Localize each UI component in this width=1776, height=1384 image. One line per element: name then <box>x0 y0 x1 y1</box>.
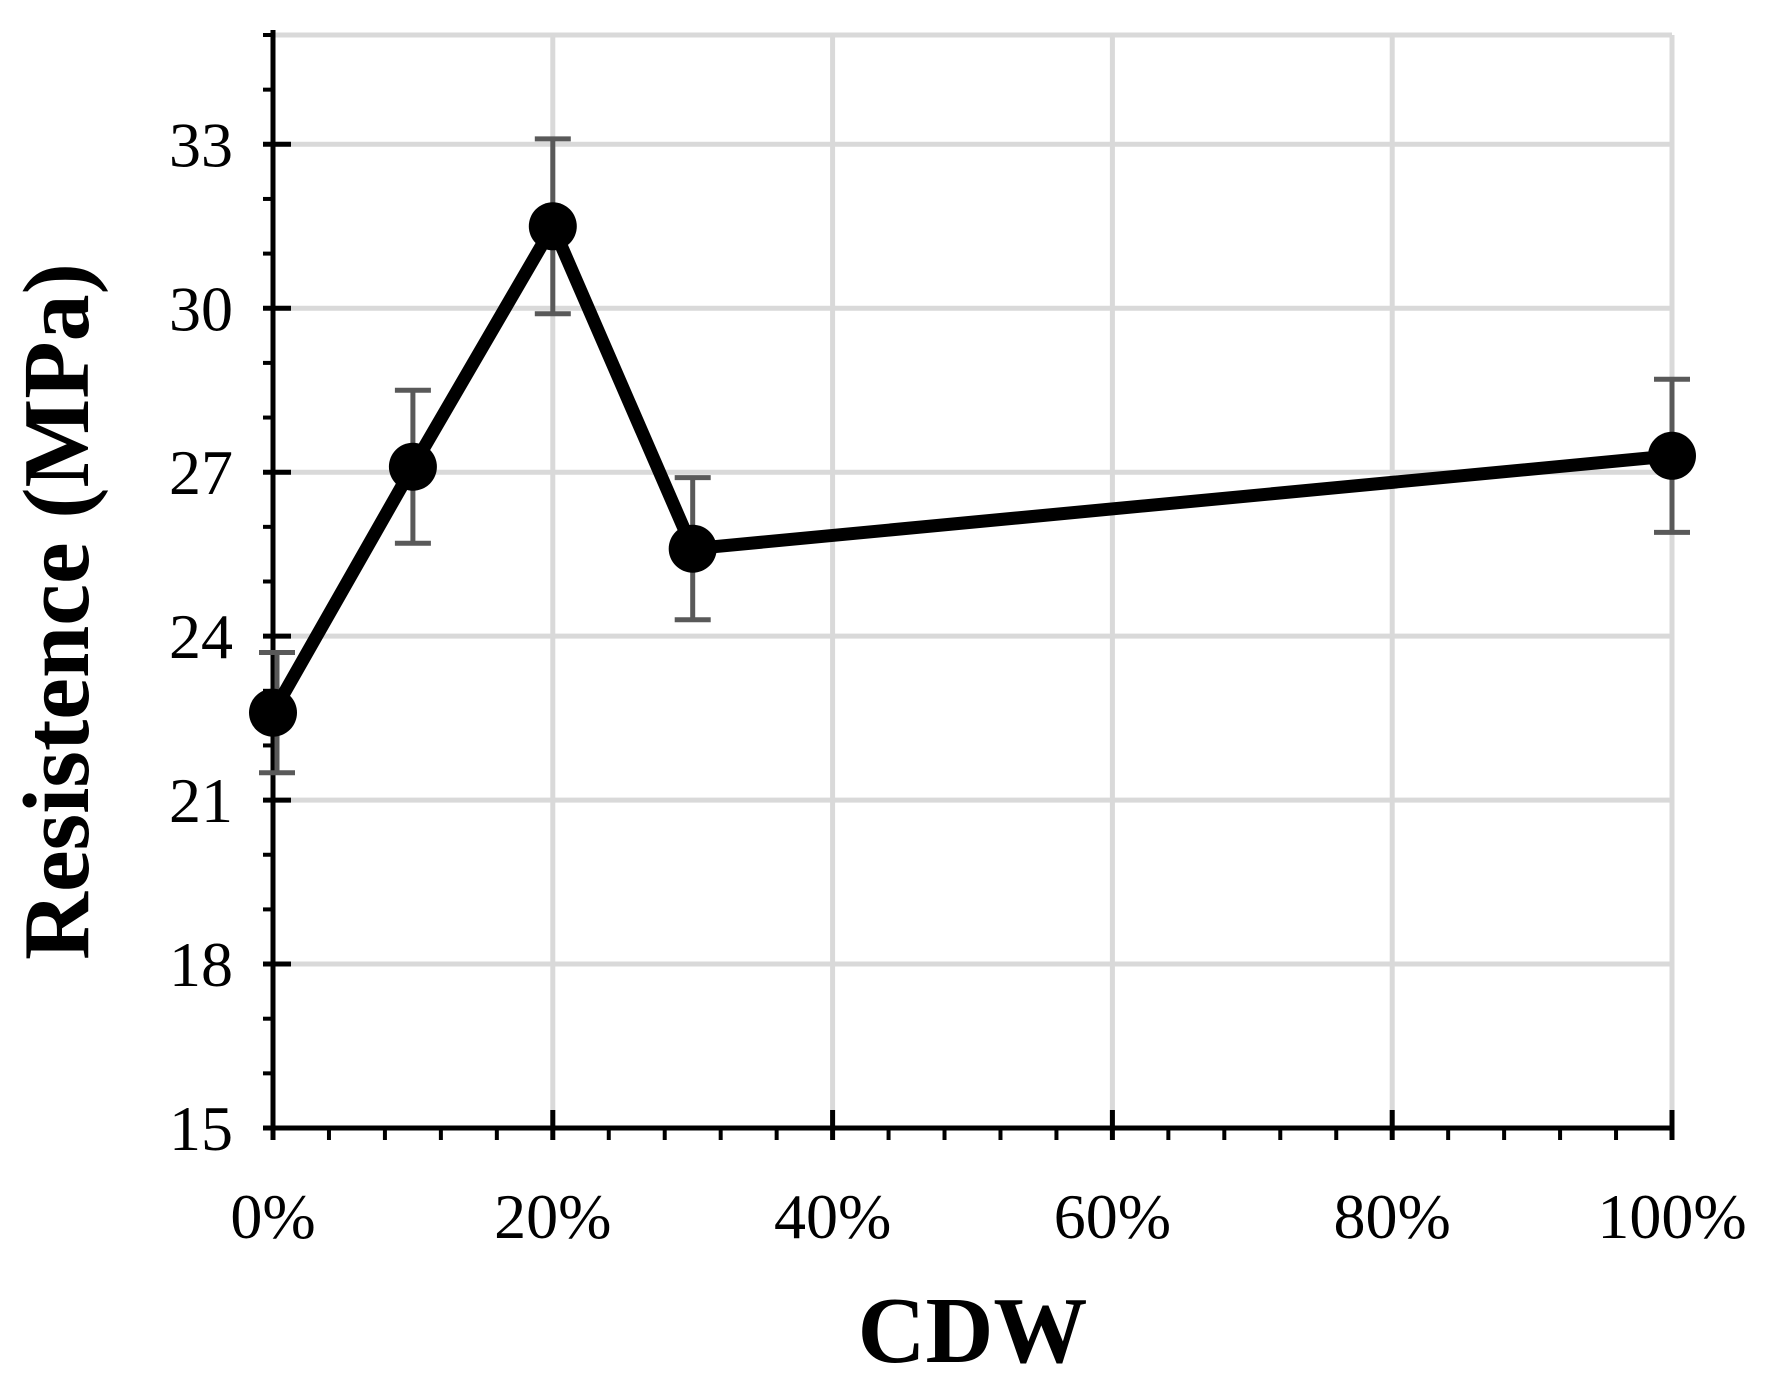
x-tick-label-0: 0% <box>230 1181 315 1252</box>
y-tick-label-6: 33 <box>169 109 233 180</box>
axes <box>263 30 1675 1140</box>
y-tick-label-0: 15 <box>169 1093 233 1164</box>
x-tick-label-1: 20% <box>494 1181 611 1252</box>
x-tick-label-3: 60% <box>1054 1181 1171 1252</box>
y-tick-label-3: 24 <box>169 601 233 672</box>
data-point-0 <box>249 688 297 737</box>
x-tick-label-4: 80% <box>1334 1181 1451 1252</box>
y-tick-label-2: 21 <box>169 765 233 836</box>
x-tick-label-2: 40% <box>774 1181 891 1252</box>
series-line-layer <box>267 211 1673 716</box>
data-point-1 <box>388 442 437 491</box>
markers <box>249 202 1696 737</box>
x-axis-title: CDW <box>858 1279 1088 1383</box>
x-tick-label-5: 100% <box>1597 1181 1746 1252</box>
error-bars <box>259 136 1690 776</box>
grid <box>273 32 1675 1128</box>
y-tick-label-5: 30 <box>169 273 233 344</box>
y-tick-label-4: 27 <box>169 437 233 508</box>
data-point-2 <box>528 202 577 251</box>
series-line-0 <box>267 211 1673 716</box>
data-point-3 <box>668 524 717 573</box>
tick-labels: 15 18 21 24 27 30 33 0% 20% 40% 60% 80% 100% <box>169 109 1747 1252</box>
y-axis-title: Resistence (MPa) <box>5 263 109 960</box>
data-point-4 <box>1648 431 1696 480</box>
y-tick-label-1: 18 <box>169 929 233 1000</box>
